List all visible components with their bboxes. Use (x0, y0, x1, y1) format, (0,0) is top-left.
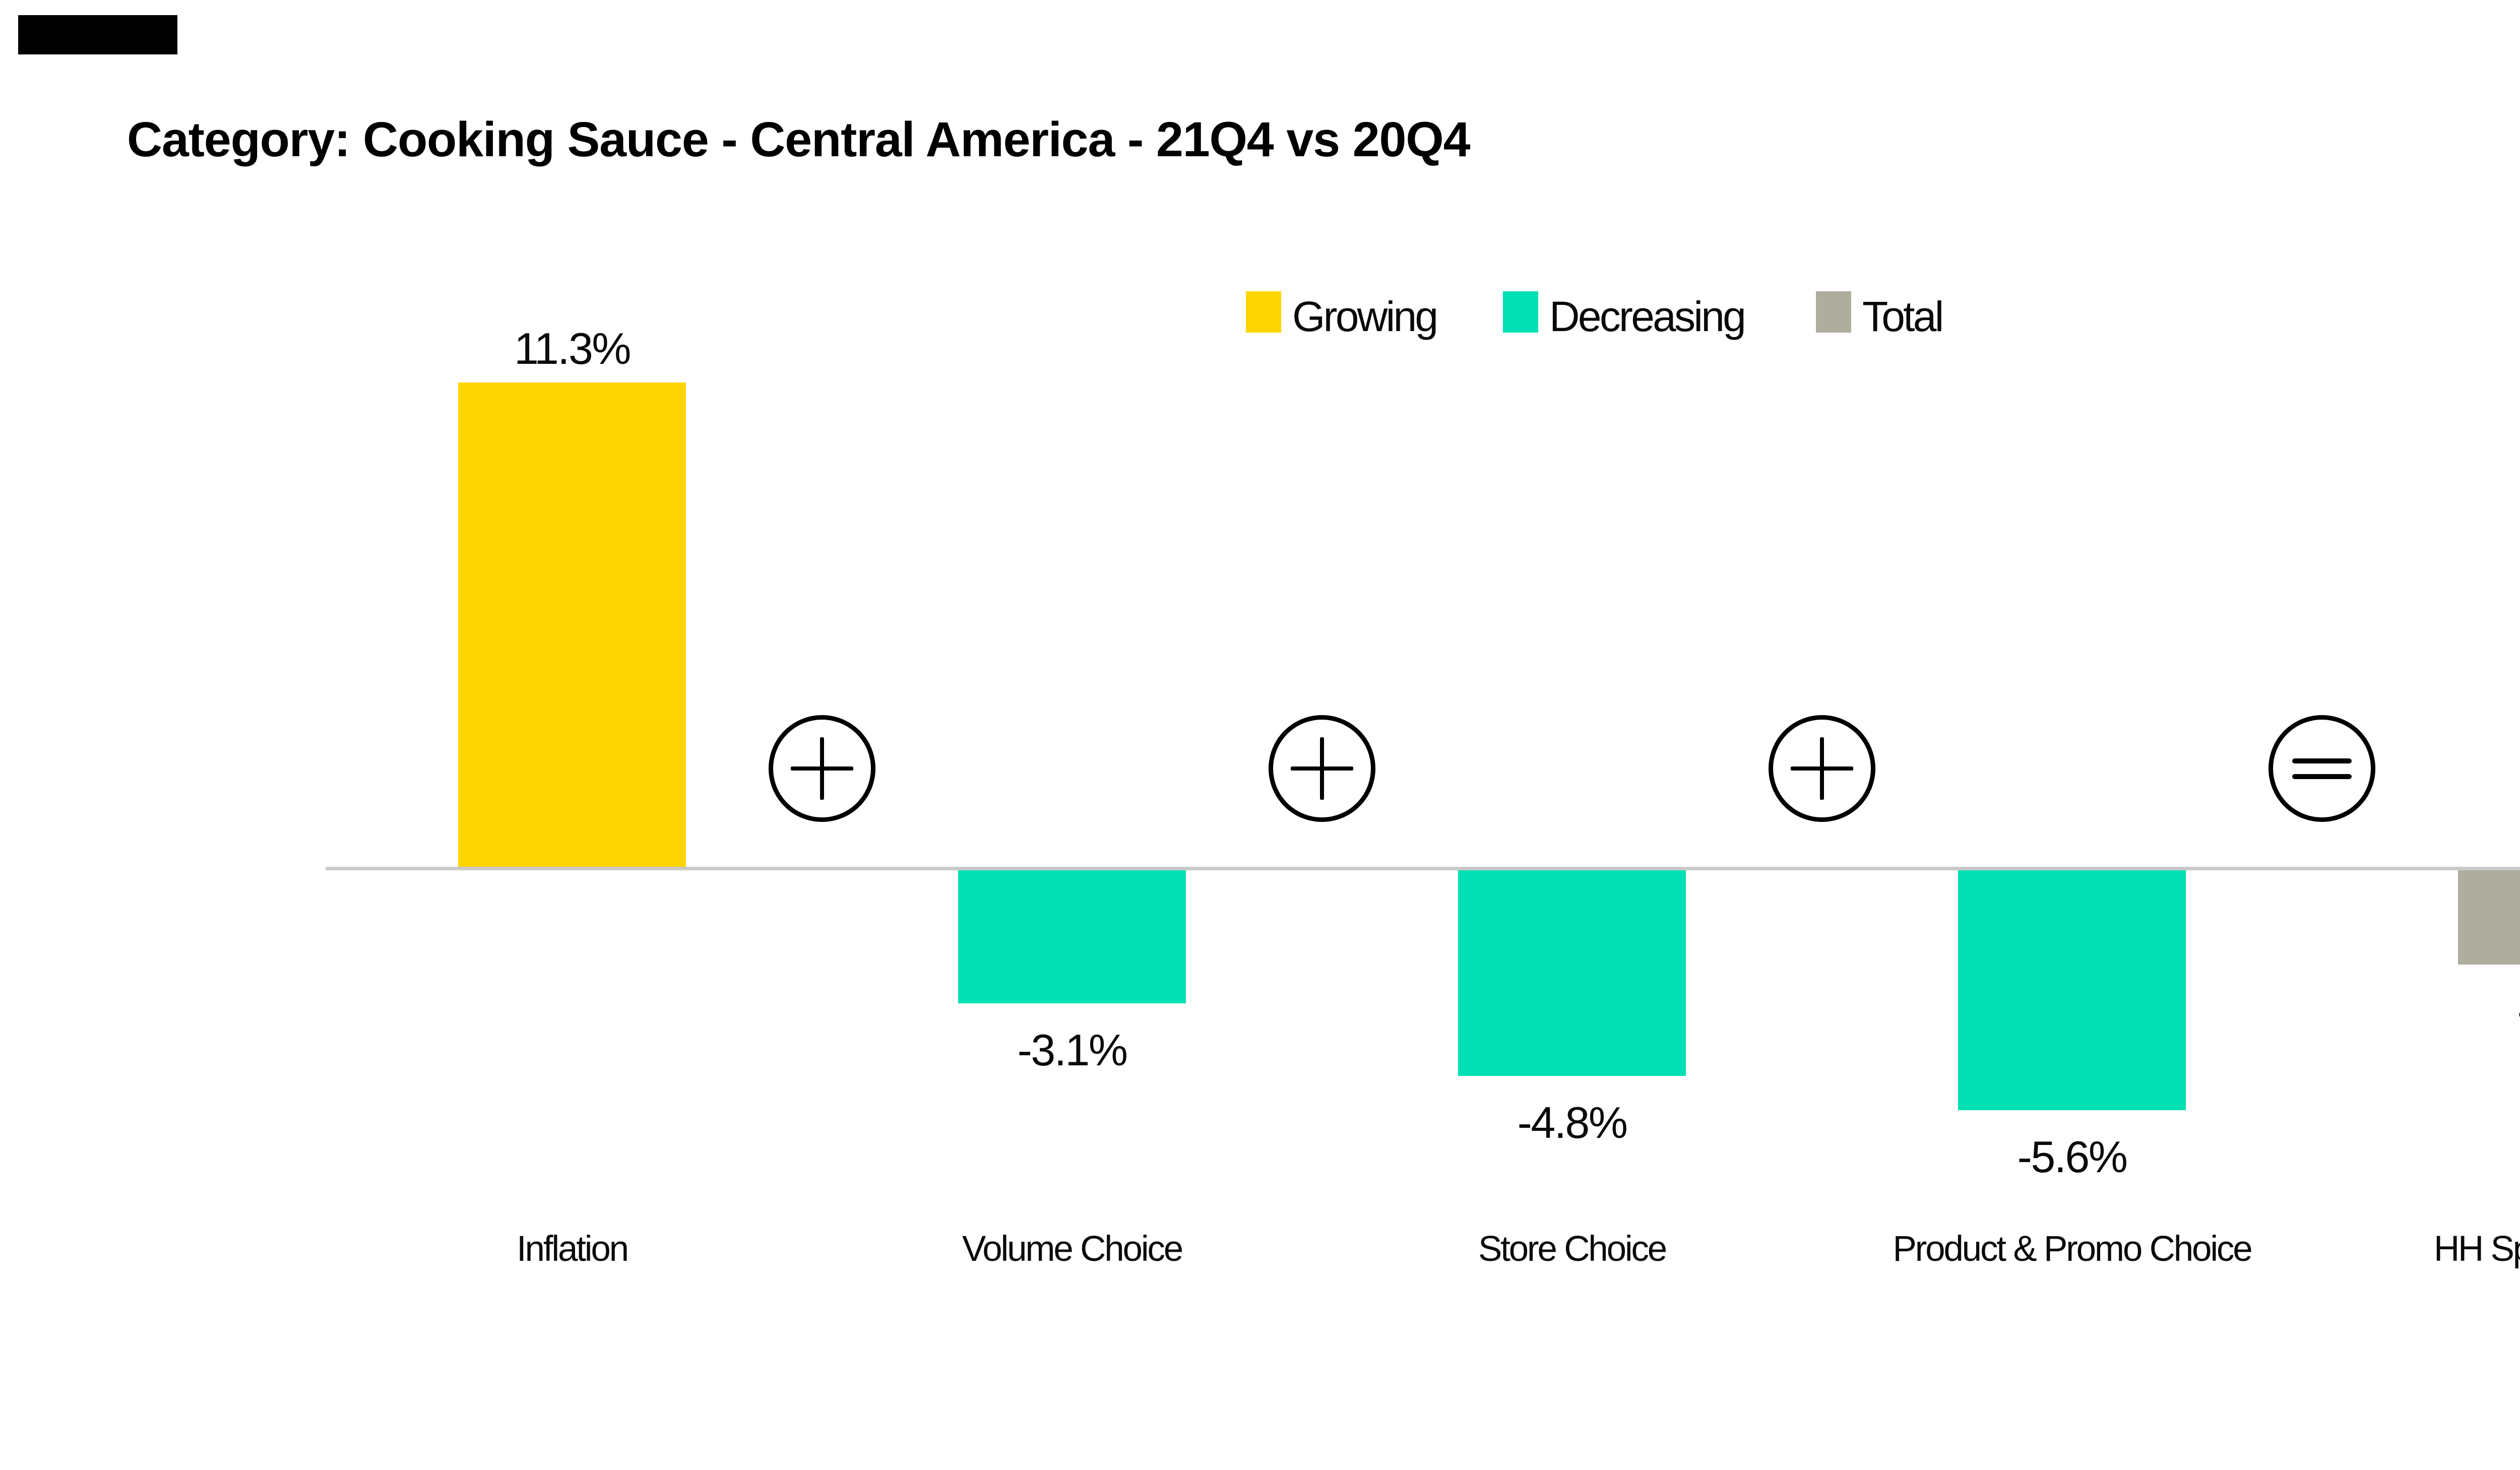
zero-axis-line (326, 867, 2520, 870)
bar-hh-spend-change[interactable] (2458, 870, 2520, 965)
equals-circle (2269, 715, 2375, 822)
plus-icon (1291, 737, 1353, 800)
category-label-volume-choice: Volume Choice (962, 1229, 1183, 1269)
value-label-inflation: 11.3% (514, 324, 631, 373)
bar-inflation[interactable] (458, 382, 686, 867)
legend-swatch-decreasing (1503, 291, 1538, 333)
plus-circle (769, 715, 875, 822)
plus-icon (791, 737, 853, 800)
equals-icon (2292, 758, 2352, 779)
plus-circle (1769, 715, 1875, 822)
value-label-hh-spend-change: -2.2% (2411, 987, 2520, 1036)
value-label-product-promo-choice: -5.6% (2017, 1132, 2128, 1182)
top-left-black-bar (18, 15, 177, 54)
category-label-store-choice: Store Choice (1478, 1229, 1667, 1269)
category-label-hh-spend-change: HH Spend Change (2433, 1229, 2520, 1269)
legend-label-decreasing[interactable]: Decreasing (1549, 293, 1746, 340)
plus-circle (1269, 715, 1375, 822)
legend-label-total[interactable]: Total (1862, 293, 1944, 340)
bar-product-promo-choice[interactable] (1958, 870, 2186, 1110)
category-label-product-promo-choice: Product & Promo Choice (1893, 1229, 2252, 1269)
category-label-inflation: Inflation (517, 1229, 629, 1269)
legend-swatch-total (1816, 291, 1851, 333)
bar-volume-choice[interactable] (958, 870, 1186, 1003)
bar-store-choice[interactable] (1458, 870, 1686, 1076)
value-label-volume-choice: -3.1% (1017, 1025, 1128, 1075)
legend-swatch-growing (1246, 291, 1281, 333)
value-label-store-choice: -4.8% (1517, 1098, 1628, 1147)
chart-title: Category: Cooking Sauce - Central Americ… (127, 112, 1471, 167)
plus-icon (1791, 737, 1853, 800)
legend-label-growing[interactable]: Growing (1292, 293, 1438, 340)
